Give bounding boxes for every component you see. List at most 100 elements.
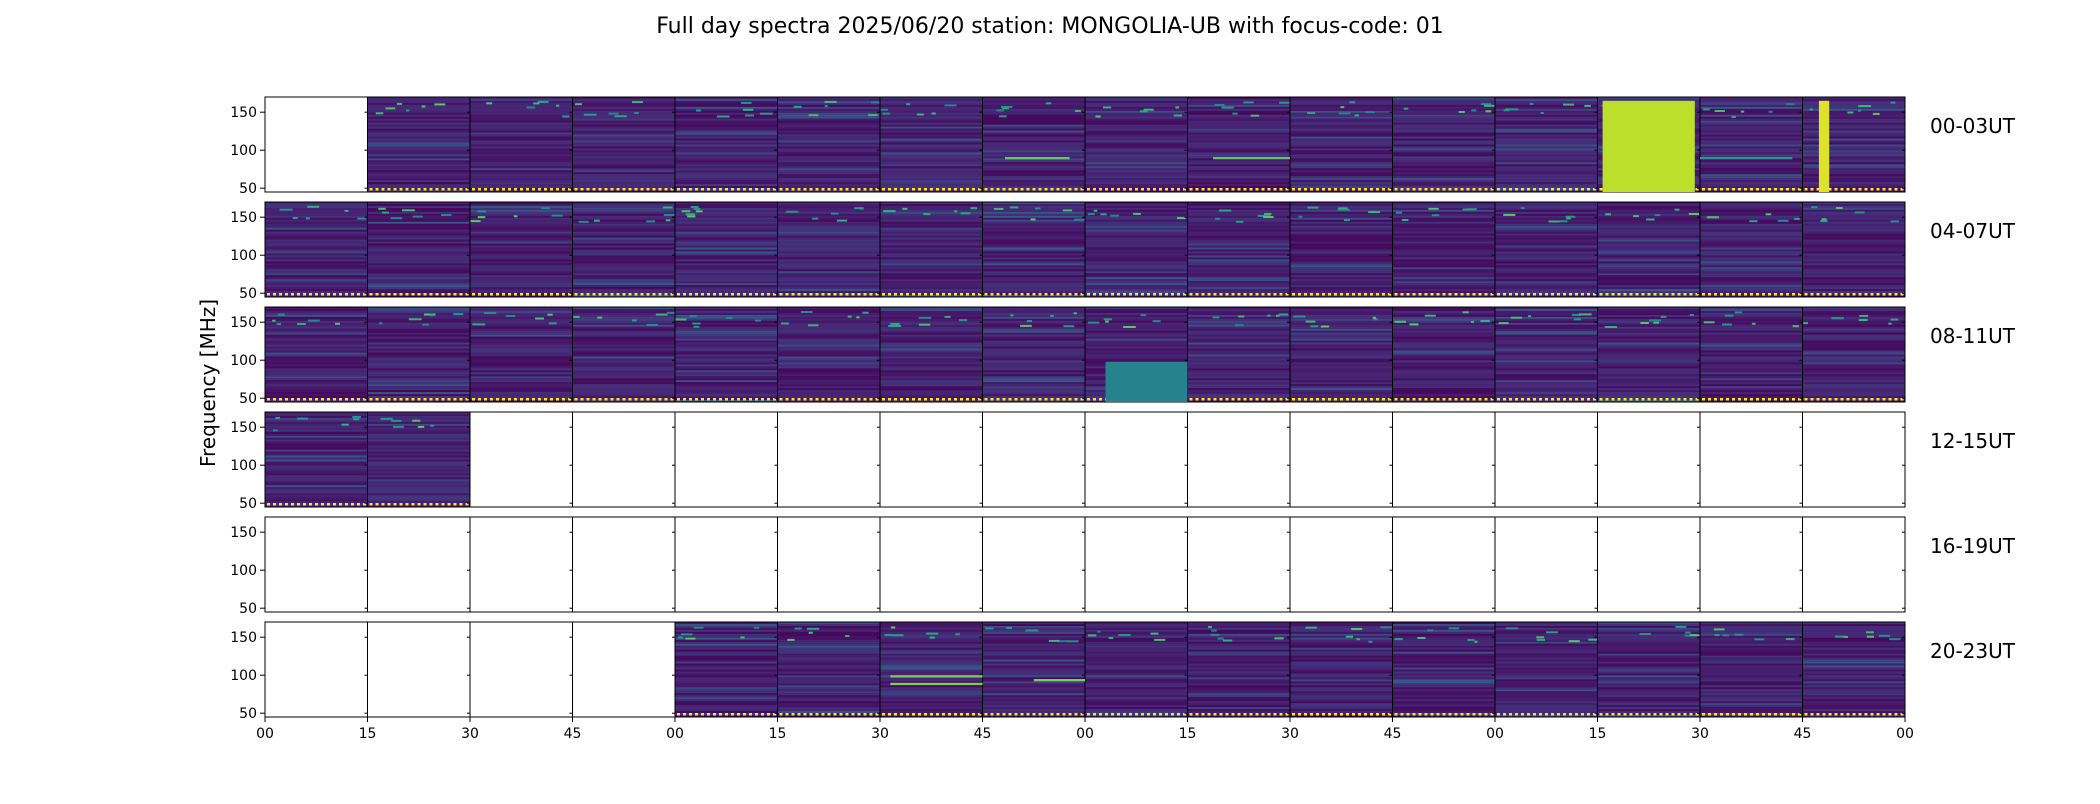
spectrum-stripe xyxy=(1803,291,1906,293)
panel-background xyxy=(1700,412,1803,507)
spectrum-stripe xyxy=(778,321,881,323)
spectrum-stripe xyxy=(675,624,778,626)
spectrum-stripe xyxy=(1085,666,1188,668)
marker-dot xyxy=(1877,713,1880,716)
spectrum-stripe xyxy=(368,331,471,333)
marker-dot xyxy=(1364,188,1367,191)
spectrum-stripe xyxy=(1085,147,1188,149)
marker-dot xyxy=(840,398,843,401)
spectrum-stripe xyxy=(1290,139,1393,141)
marker-dot xyxy=(1449,713,1452,716)
spectrum-stripe xyxy=(880,240,983,242)
spectrum-stripe xyxy=(880,693,983,695)
spectrum-stripe xyxy=(778,230,881,232)
spectrum-stripe xyxy=(778,679,881,681)
spectrum-stripe xyxy=(368,424,471,426)
marker-dot xyxy=(1467,713,1470,716)
rfi-speck xyxy=(541,207,550,209)
spectrum-stripe xyxy=(1495,222,1598,224)
marker-dot xyxy=(1051,188,1054,191)
spectrum-stripe xyxy=(1495,224,1598,226)
panel-background xyxy=(1495,412,1598,507)
spectrum-stripe xyxy=(470,353,573,355)
spectrum-stripe xyxy=(470,388,573,390)
panel xyxy=(1803,517,1906,612)
spectrum-stripe xyxy=(1393,646,1496,648)
marker-dot xyxy=(653,188,656,191)
spectrum-stripe xyxy=(368,228,471,230)
spectrum-stripe xyxy=(1188,319,1291,321)
spectrum-stripe xyxy=(1290,162,1393,164)
spectrum-stripe xyxy=(778,687,881,689)
bright-band xyxy=(1603,101,1695,192)
spectrum-stripe xyxy=(1290,355,1393,357)
spectrum-stripe xyxy=(1188,652,1291,654)
spectrum-stripe xyxy=(983,646,1086,648)
marker-dot xyxy=(1226,293,1229,296)
marker-dot xyxy=(798,293,801,296)
spectrum-stripe xyxy=(573,184,676,186)
spectrum-stripe xyxy=(880,333,983,335)
rfi-speck xyxy=(1703,108,1710,110)
spectrum-stripe xyxy=(1188,291,1291,293)
spectrum-stripe xyxy=(1393,364,1496,366)
rfi-speck xyxy=(1766,213,1772,215)
spectrum-stripe xyxy=(368,103,471,105)
spectrum-stripe xyxy=(983,711,1086,713)
spectrum-stripe xyxy=(1085,123,1188,125)
marker-dot xyxy=(382,398,385,401)
rfi-speck xyxy=(1103,107,1111,109)
spectrum-stripe xyxy=(1188,287,1291,289)
spectrum-stripe xyxy=(1803,226,1906,228)
spectrum-stripe xyxy=(470,230,573,232)
panel xyxy=(368,622,471,717)
spectrum-stripe xyxy=(1290,172,1393,174)
marker-dot xyxy=(1738,188,1741,191)
spectrum-stripe xyxy=(778,182,881,184)
spectrum-stripe xyxy=(778,287,881,289)
spectrum-stripe xyxy=(1495,668,1598,670)
spectrum-stripe xyxy=(368,345,471,347)
spectrum-stripe xyxy=(778,291,881,293)
spectrum-stripe xyxy=(1495,236,1598,238)
spectrum-stripe xyxy=(1700,170,1803,172)
marker-dot xyxy=(1563,188,1566,191)
spectrum-stripe xyxy=(1700,263,1803,265)
marker-dot xyxy=(291,293,294,296)
spectrum-stripe xyxy=(1393,650,1496,652)
marker-dot xyxy=(792,398,795,401)
spectrum-stripe xyxy=(1188,648,1291,650)
spectrum-stripe xyxy=(778,339,881,341)
marker-dot xyxy=(1419,398,1422,401)
spectrum-stripe xyxy=(1393,323,1496,325)
spectrum-stripe xyxy=(1700,689,1803,691)
spectrum-stripe xyxy=(1700,250,1803,252)
spectrum-stripe xyxy=(470,337,573,339)
spectrum-stripe xyxy=(573,176,676,178)
x-tick-label: 15 xyxy=(769,726,787,742)
spectrum-stripe xyxy=(880,121,983,123)
spectrum-stripe xyxy=(265,238,368,240)
marker-dot xyxy=(1497,188,1500,191)
spectrum-stripe xyxy=(880,677,983,679)
marker-dot xyxy=(1889,713,1892,716)
spectrum-stripe xyxy=(1700,353,1803,355)
spectrum-stripe xyxy=(1598,666,1701,668)
marker-dot xyxy=(1437,713,1440,716)
spectrum-stripe xyxy=(1495,364,1598,366)
rfi-speck xyxy=(1404,108,1409,110)
spectrum-stripe xyxy=(1700,147,1803,149)
spectrum-stripe xyxy=(880,176,983,178)
spectrum-stripe xyxy=(880,236,983,238)
spectrum-stripe xyxy=(573,137,676,139)
spectrum-stripe xyxy=(1700,141,1803,143)
spectrum-stripe xyxy=(1085,263,1188,265)
spectrum-stripe xyxy=(1598,333,1701,335)
spectrum-stripe xyxy=(1495,277,1598,279)
spectrum-stripe xyxy=(880,703,983,705)
spectrum-stripe xyxy=(1598,695,1701,697)
spectrum-stripe xyxy=(778,129,881,131)
rfi-speck xyxy=(397,103,402,105)
rfi-speck xyxy=(696,110,701,112)
rfi-speck xyxy=(1035,207,1041,209)
